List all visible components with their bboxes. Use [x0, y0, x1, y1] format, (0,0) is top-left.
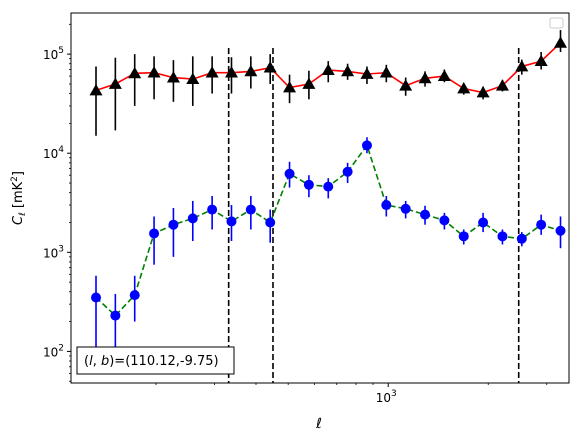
- data-point-triangle: [186, 72, 200, 84]
- x-axis-label: ℓ: [315, 416, 322, 432]
- reference-lines: [227, 48, 520, 383]
- data-point-circle: [110, 310, 121, 321]
- data-point-triangle: [321, 63, 335, 75]
- circle-series: [91, 137, 566, 352]
- data-point-circle: [420, 209, 431, 220]
- data-point-circle: [149, 228, 160, 239]
- data-point-triangle: [128, 66, 142, 79]
- axis-ticks: 102 103 104 105 103: [43, 23, 548, 405]
- data-point-circle: [245, 204, 256, 215]
- data-point-circle: [226, 216, 237, 227]
- data-point-circle: [323, 181, 334, 192]
- data-point-triangle: [379, 66, 393, 78]
- data-point-circle: [342, 166, 353, 177]
- data-point-triangle: [457, 81, 471, 94]
- data-point-triangle: [205, 66, 219, 78]
- data-point-triangle: [89, 83, 103, 96]
- y-axis-label: Cℓ [mK2]: [10, 171, 28, 225]
- data-point-triangle: [244, 64, 258, 77]
- data-point-circle: [381, 200, 392, 211]
- data-point-circle: [207, 204, 218, 215]
- data-point-circle: [439, 215, 450, 226]
- data-point-circle: [187, 213, 198, 224]
- data-point-circle: [536, 219, 547, 230]
- y-tick-label: 104: [43, 145, 64, 161]
- data-point-triangle: [418, 71, 432, 84]
- data-point-circle: [458, 231, 469, 242]
- triangle-series: [89, 30, 568, 136]
- data-point-triangle: [108, 77, 122, 89]
- data-point-triangle: [534, 54, 548, 66]
- data-point-circle: [168, 219, 179, 230]
- data-point-circle: [478, 217, 489, 228]
- data-point-triangle: [515, 60, 529, 72]
- y-tick-label: 103: [43, 244, 64, 260]
- data-point-circle: [284, 168, 295, 179]
- annotation-text: (l, b)=(110.12,-9.75): [84, 354, 219, 369]
- data-point-triangle: [399, 79, 413, 91]
- data-point-triangle: [166, 71, 180, 83]
- data-point-triangle: [476, 85, 490, 98]
- data-point-triangle: [360, 67, 374, 79]
- data-series: [89, 30, 568, 352]
- x-tick-label: 103: [376, 389, 397, 405]
- y-tick-label: 102: [43, 343, 64, 359]
- data-point-circle: [361, 140, 372, 151]
- data-point-circle: [129, 290, 140, 301]
- plot-frame: [70, 12, 570, 384]
- data-point-circle: [497, 231, 508, 242]
- data-point-triangle: [283, 81, 297, 93]
- data-point-circle: [303, 179, 314, 190]
- y-tick-label: 105: [43, 46, 64, 62]
- data-point-triangle: [302, 77, 316, 89]
- data-point-triangle: [437, 69, 451, 81]
- data-point-circle: [265, 217, 276, 228]
- data-point-triangle: [224, 66, 238, 78]
- data-point-triangle: [341, 64, 355, 77]
- svg-text:Cℓ [mK2]: Cℓ [mK2]: [10, 171, 28, 225]
- data-point-circle: [516, 233, 527, 244]
- data-point-triangle: [263, 61, 277, 73]
- data-point-circle: [91, 292, 102, 303]
- annotation-box: (l, b)=(110.12,-9.75): [76, 346, 235, 375]
- data-point-circle: [400, 203, 411, 214]
- data-point-triangle: [554, 36, 568, 48]
- data-point-triangle: [495, 79, 509, 91]
- plot-area: [71, 13, 569, 383]
- data-point-circle: [555, 225, 566, 236]
- legend-box: [549, 17, 564, 29]
- data-point-triangle: [147, 66, 161, 78]
